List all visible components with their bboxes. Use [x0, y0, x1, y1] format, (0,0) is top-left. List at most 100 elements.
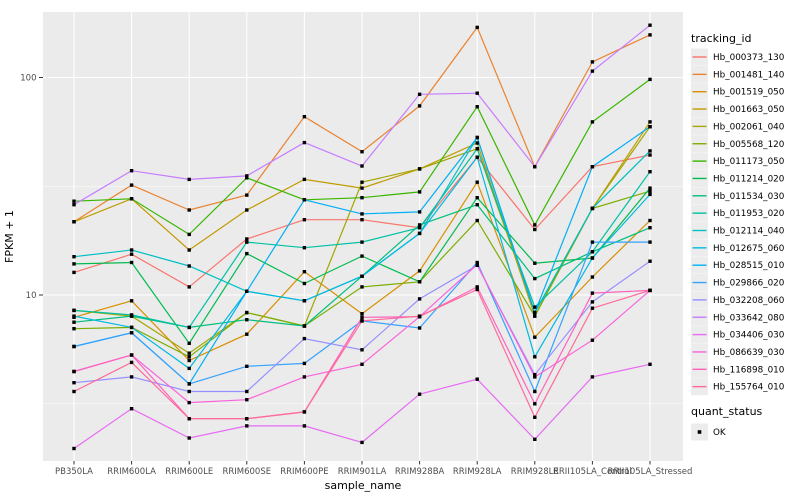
legend-item-Hb_155764_010: Hb_155764_010 [691, 378, 785, 396]
legend-item-Hb_086639_030: Hb_086639_030 [691, 343, 785, 361]
data-point-marker [648, 362, 652, 366]
x-tick-label: RRIM600PE [280, 467, 328, 477]
data-point-marker [245, 398, 249, 402]
data-point-marker [533, 276, 537, 281]
legend-label: Hb_012675_060 [713, 244, 785, 254]
data-point-marker [590, 250, 595, 254]
data-point-marker [475, 25, 479, 30]
data-point-marker [590, 300, 595, 304]
data-point-marker [72, 314, 76, 318]
y-tick-label: 100 [20, 74, 36, 84]
legend-item-Hb_011534_030: Hb_011534_030 [691, 187, 785, 205]
data-point-marker [187, 382, 191, 386]
legend-label: Hb_029866_020 [713, 279, 785, 289]
data-point-marker [302, 281, 307, 286]
data-point-marker [360, 186, 364, 190]
data-point-marker [360, 196, 364, 200]
data-point-marker [360, 362, 364, 366]
legend-item-Hb_011173_050: Hb_011173_050 [691, 152, 785, 170]
legend-label: Hb_033642_080 [713, 313, 785, 323]
data-point-marker [302, 140, 307, 145]
legend-item-Hb_011214_020: Hb_011214_020 [691, 169, 785, 187]
data-point-marker [187, 400, 191, 405]
data-point-marker [533, 355, 537, 359]
data-point-marker [245, 389, 249, 394]
x-tick-label: RRIM928LE [511, 467, 559, 477]
data-point-marker [360, 312, 364, 316]
legend-item-Hb_028515_010: Hb_028515_010 [691, 256, 785, 274]
x-tick-label: PB350LA [55, 467, 93, 477]
data-point-marker [417, 223, 422, 227]
data-point-marker [187, 177, 191, 182]
data-point-marker [302, 410, 307, 414]
data-point-marker [245, 289, 249, 293]
legend-item-Hb_033642_080: Hb_033642_080 [691, 308, 785, 326]
x-tick-label: RRIM928BA [395, 467, 445, 477]
data-point-marker [72, 446, 76, 451]
legend-title: tracking_id [691, 32, 752, 45]
data-point-marker [72, 308, 76, 313]
data-point-marker [245, 174, 249, 178]
data-point-marker [533, 227, 537, 232]
data-point-marker [533, 375, 537, 379]
x-tick-label: RRIM600SE [222, 467, 271, 477]
data-point-marker [129, 299, 134, 303]
legend-label: Hb_086639_030 [713, 348, 785, 358]
data-point-marker [590, 375, 595, 379]
x-tick-label: RRIM600LA [107, 467, 156, 477]
data-point-marker [302, 324, 307, 328]
legend-label: Hb_028515_010 [713, 261, 785, 271]
legend-key-point [697, 430, 702, 434]
data-point-marker [475, 285, 479, 289]
data-point-marker [360, 240, 364, 244]
data-point-marker [590, 338, 595, 342]
data-point-marker [475, 203, 479, 207]
data-point-marker [475, 377, 479, 381]
data-point-marker [417, 280, 422, 284]
x-tick-label: RRIM600LE [165, 467, 213, 477]
legend-label: Hb_011173_050 [713, 157, 785, 167]
legend-item-Hb_029866_020: Hb_029866_020 [691, 274, 785, 292]
legend-label: Hb_011534_030 [713, 192, 785, 202]
legend-tracking-id: tracking_id Hb_000373_130 Hb_001481_140 Hb… [691, 32, 785, 396]
data-point-marker [72, 320, 76, 324]
legend-quant-status: quant_status OK [691, 405, 763, 441]
data-point-marker [533, 437, 537, 441]
data-point-marker [302, 361, 307, 366]
x-tick-label: RRII105LA_Stressed [608, 467, 693, 477]
data-point-marker [129, 325, 134, 330]
data-point-marker [302, 424, 307, 428]
legend-item-Hb_011953_020: Hb_011953_020 [691, 204, 785, 222]
data-point-marker [72, 220, 76, 224]
data-point-marker [245, 176, 249, 180]
data-point-marker [187, 232, 191, 237]
data-point-marker [360, 274, 364, 278]
legend-label: OK [713, 428, 726, 438]
x-tick-label: RRIM901LA [338, 467, 387, 477]
data-point-marker [648, 77, 652, 82]
data-point-marker [245, 332, 249, 336]
legend-label: Hb_002061_040 [713, 122, 785, 132]
data-point-marker [129, 183, 134, 187]
data-point-marker [302, 177, 307, 182]
data-point-marker [302, 115, 307, 119]
data-point-marker [590, 275, 595, 279]
data-point-marker [360, 218, 364, 222]
data-point-marker [648, 33, 652, 37]
data-point-marker [360, 180, 364, 184]
data-point-marker [187, 417, 191, 421]
legend-item-Hb_002061_040: Hb_002061_040 [691, 117, 785, 135]
data-point-marker [245, 208, 249, 212]
data-point-marker [475, 135, 479, 140]
data-point-marker [129, 313, 134, 317]
data-point-marker [475, 180, 479, 184]
data-point-marker [129, 407, 134, 411]
data-point-marker [648, 125, 652, 129]
data-point-marker [417, 167, 422, 171]
data-point-marker [360, 440, 364, 445]
legend-item-Hb_012114_040: Hb_012114_040 [691, 222, 785, 239]
data-point-marker [360, 285, 364, 289]
data-point-marker [590, 291, 595, 295]
legend-label: Hb_012114_040 [713, 227, 785, 237]
